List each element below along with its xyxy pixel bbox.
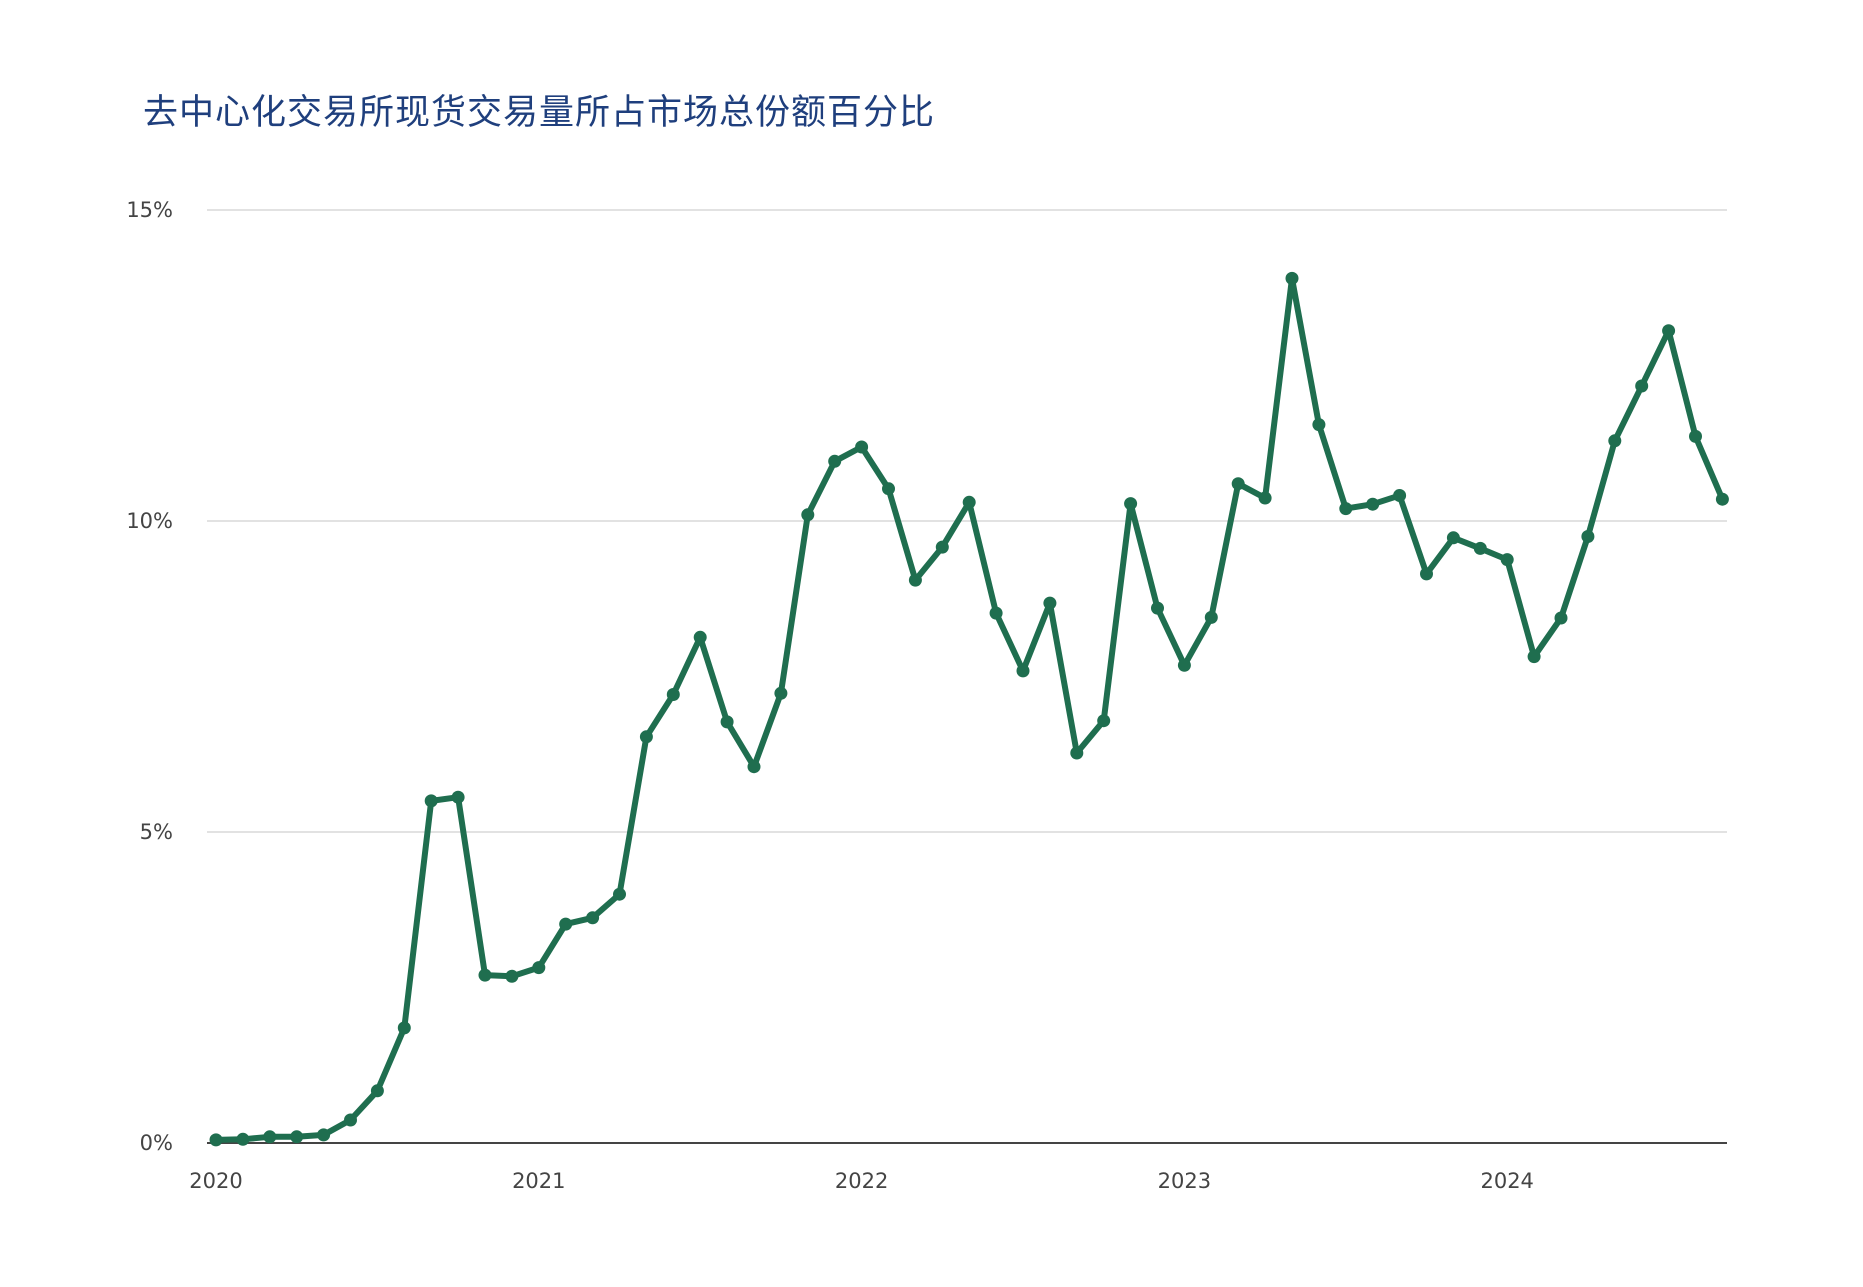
- data-point: [1151, 601, 1164, 615]
- data-point: [1500, 553, 1514, 567]
- data-point: [1204, 610, 1218, 624]
- data-point: [1581, 530, 1595, 543]
- data-point: [1689, 429, 1702, 443]
- data-point: [290, 1130, 304, 1144]
- data-point: [1043, 596, 1057, 610]
- data-point: [1258, 491, 1272, 505]
- data-point: [532, 961, 546, 975]
- data-point: [370, 1084, 384, 1098]
- y-tick-labels: 0% 5% 10% 15%: [126, 198, 173, 1155]
- data-point: [424, 794, 438, 808]
- data-point: [263, 1130, 277, 1144]
- data-point: [1231, 477, 1245, 491]
- data-point: [559, 917, 573, 931]
- data-point: [1124, 497, 1138, 511]
- gridlines: [207, 209, 1727, 833]
- y-tick-label: 5%: [140, 820, 173, 844]
- x-tick-label: 2024: [1480, 1169, 1533, 1193]
- data-point: [209, 1133, 223, 1147]
- y-tick-label: 0%: [140, 1131, 173, 1155]
- data-point: [720, 715, 734, 729]
- data-point: [1339, 502, 1353, 516]
- data-point: [1016, 664, 1030, 678]
- data-point: [1527, 650, 1541, 664]
- data-point: [962, 495, 976, 509]
- data-point: [1635, 379, 1649, 393]
- data-point: [1420, 567, 1433, 581]
- x-tick-label: 2023: [1158, 1169, 1211, 1193]
- data-point: [344, 1113, 357, 1127]
- data-point: [1312, 418, 1326, 432]
- x-tick-label: 2021: [512, 1169, 565, 1193]
- data-point: [774, 686, 788, 700]
- y-tick-label: 15%: [126, 198, 173, 222]
- data-point: [1473, 541, 1487, 555]
- data-point: [639, 730, 653, 744]
- data-point: [1662, 324, 1676, 338]
- data-point: [1393, 489, 1407, 502]
- data-point: [451, 790, 465, 804]
- data-point: [828, 454, 842, 468]
- data-point: [747, 760, 761, 774]
- data-point: [613, 887, 626, 901]
- data-point: [236, 1132, 250, 1146]
- x-tick-labels: 2020 2021 2022 2023 2024: [189, 1169, 1534, 1193]
- x-tick-label: 2020: [189, 1169, 242, 1193]
- data-point: [1070, 746, 1084, 760]
- data-point: [397, 1021, 411, 1035]
- data-point: [989, 606, 1003, 620]
- data-point: [1097, 714, 1111, 728]
- data-point: [908, 573, 922, 587]
- y-tick-label: 10%: [126, 509, 173, 533]
- data-point: [1554, 611, 1568, 625]
- data-point: [586, 911, 600, 925]
- data-point: [1177, 658, 1191, 672]
- x-tick-label: 2022: [835, 1169, 888, 1193]
- data-point: [1608, 434, 1622, 448]
- series-line: [213, 275, 1726, 1143]
- data-point: [1366, 497, 1380, 511]
- data-point: [1285, 271, 1299, 285]
- chart-title: 去中心化交易所现货交易量所占市场总份额百分比: [143, 93, 936, 133]
- data-point: [505, 969, 519, 983]
- data-point: [855, 440, 869, 454]
- data-point: [801, 508, 815, 522]
- data-point: [935, 540, 949, 554]
- data-point: [666, 688, 680, 701]
- data-point: [1446, 531, 1460, 545]
- data-point: [317, 1128, 331, 1142]
- series-layer: [209, 271, 1729, 1147]
- data-point: [478, 968, 492, 982]
- data-point: [882, 482, 895, 496]
- data-point: [1715, 492, 1729, 506]
- data-point: [693, 630, 707, 644]
